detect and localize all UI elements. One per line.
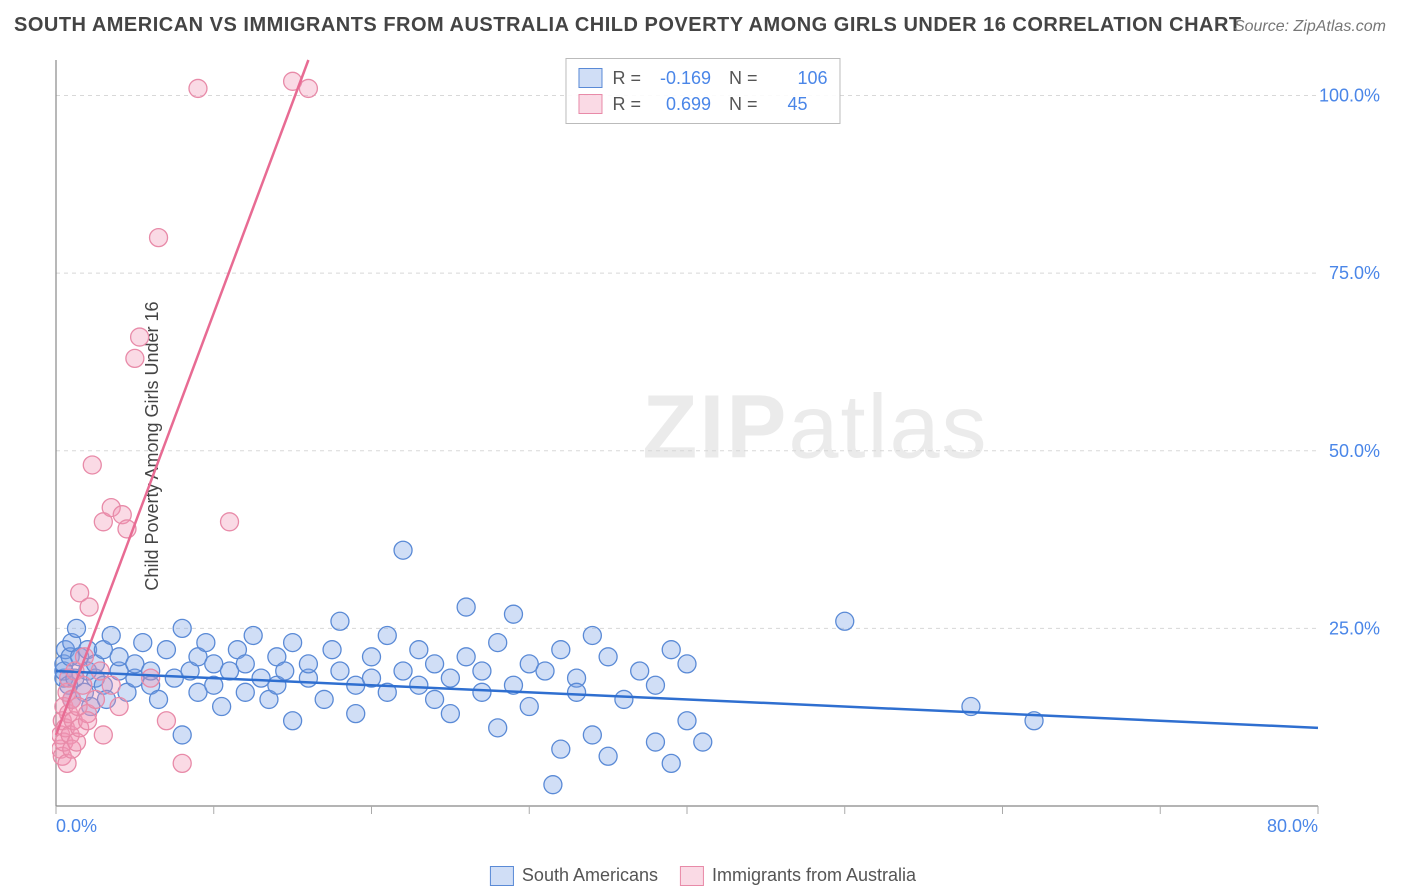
n-label: N = (729, 65, 758, 91)
legend-row-pink: R = 0.699 N = 45 (578, 91, 827, 117)
svg-text:80.0%: 80.0% (1267, 816, 1318, 836)
legend-item-blue: South Americans (490, 865, 658, 886)
swatch-blue (578, 68, 602, 88)
source-value: ZipAtlas.com (1294, 18, 1386, 35)
r-value-pink: 0.699 (651, 91, 711, 117)
legend-item-pink: Immigrants from Australia (680, 865, 916, 886)
n-label: N = (729, 91, 758, 117)
swatch-pink (578, 94, 602, 114)
chart-title: SOUTH AMERICAN VS IMMIGRANTS FROM AUSTRA… (14, 14, 1242, 37)
legend-label-pink: Immigrants from Australia (712, 865, 916, 886)
n-value-blue: 106 (768, 65, 828, 91)
r-label: R = (612, 91, 641, 117)
legend-label-blue: South Americans (522, 865, 658, 886)
svg-text:0.0%: 0.0% (56, 816, 97, 836)
svg-text:75.0%: 75.0% (1329, 263, 1380, 283)
n-value-pink: 45 (768, 91, 808, 117)
r-value-blue: -0.169 (651, 65, 711, 91)
swatch-pink (680, 866, 704, 886)
series-legend: South Americans Immigrants from Australi… (490, 865, 916, 886)
source-citation: Source: ZipAtlas.com (1234, 18, 1386, 36)
svg-text:25.0%: 25.0% (1329, 618, 1380, 638)
svg-text:100.0%: 100.0% (1319, 86, 1380, 106)
source-label: Source: (1234, 18, 1294, 35)
r-label: R = (612, 65, 641, 91)
svg-text:50.0%: 50.0% (1329, 441, 1380, 461)
correlation-legend: R = -0.169 N = 106 R = 0.699 N = 45 (565, 58, 840, 124)
legend-row-blue: R = -0.169 N = 106 (578, 65, 827, 91)
scatter-plot: 25.0% 50.0% 75.0% 100.0% 0.0% 80.0% (52, 52, 1388, 842)
swatch-blue (490, 866, 514, 886)
